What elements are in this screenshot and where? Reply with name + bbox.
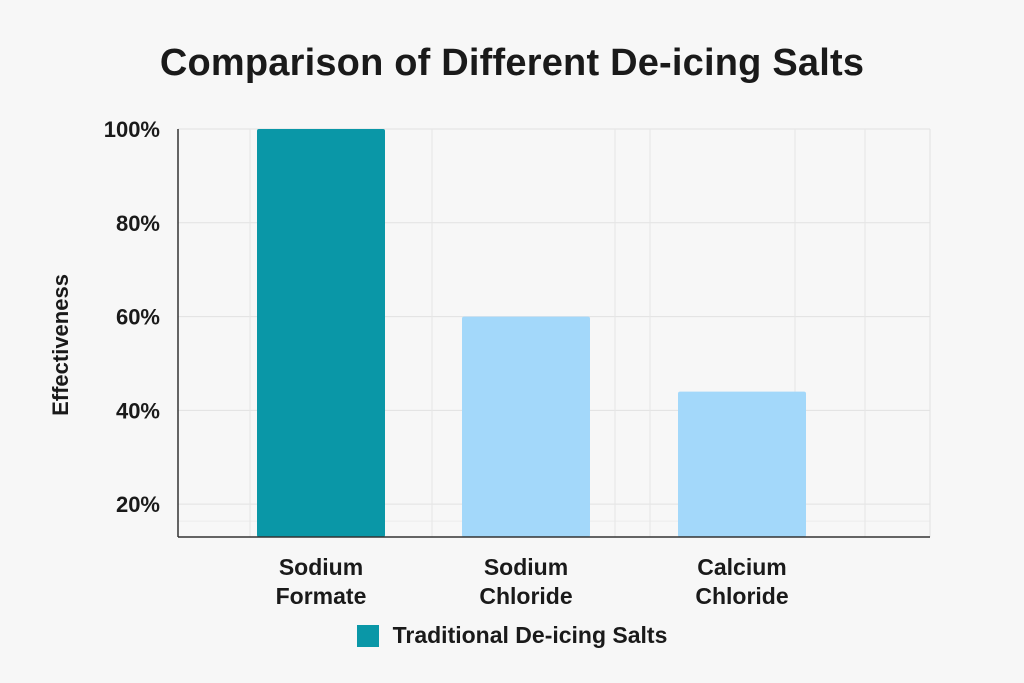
bar-sodium-formate <box>257 129 385 537</box>
legend: Traditional De-icing Salts <box>0 622 1024 649</box>
y-tick-label: 20% <box>116 492 160 517</box>
category-label: Sodium Chloride <box>479 554 572 609</box>
y-tick-label: 80% <box>116 211 160 236</box>
y-tick-labels: 20% 40% 60% 80% 100% <box>104 117 160 517</box>
chart-title: Comparison of Different De-icing Salts <box>159 42 865 84</box>
bar-calcium-chloride <box>678 391 806 537</box>
category-label: Sodium Formate <box>276 554 367 609</box>
bars-layer <box>257 129 806 537</box>
y-axis-title: Effectiveness <box>48 274 73 416</box>
y-tick-label: 60% <box>116 305 160 330</box>
legend-label: Traditional De-icing Salts <box>392 622 668 648</box>
axes-layer <box>177 129 930 538</box>
y-tick-label: 100% <box>104 117 160 142</box>
bar-sodium-chloride <box>462 316 590 537</box>
legend-swatch <box>356 624 379 647</box>
category-label: Calcium Chloride <box>695 554 788 609</box>
y-tick-label: 40% <box>116 398 160 423</box>
category-labels: Sodium Formate Sodium Chloride Calcium Chlori… <box>276 554 789 609</box>
